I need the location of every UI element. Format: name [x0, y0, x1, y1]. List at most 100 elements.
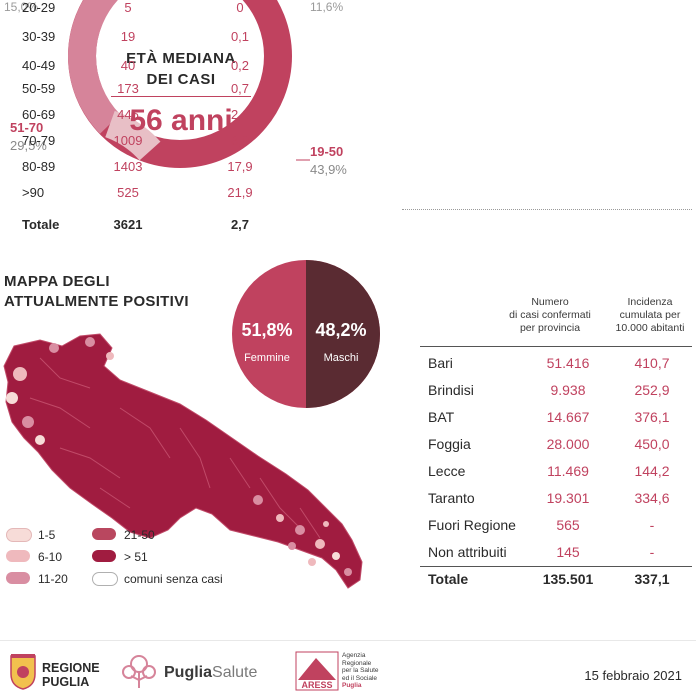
province-cases: 9.938: [550, 382, 586, 398]
table-row: Bari 51.416 410,7: [420, 355, 692, 381]
puglia-map: [3, 333, 363, 589]
province-cases: 28.000: [546, 436, 590, 452]
map-title-line-1: MAPPA DEGLI: [4, 273, 110, 290]
table-divider: [402, 209, 692, 210]
segment-19-50-group: 19-50: [310, 144, 344, 159]
province-header-rate: Incidenza cumulata per 10.000 abitanti: [604, 296, 696, 335]
puglia-region-shape: [3, 333, 363, 589]
table-total-row: Totale 135.501 337,1: [420, 571, 692, 597]
aress-logo-icon: ARESS: [295, 651, 339, 691]
age-rate: 8,9: [230, 133, 250, 148]
province-rate: 252,9: [634, 382, 670, 398]
legend-swatch: [92, 572, 118, 586]
map-light-districts: [6, 337, 352, 576]
legend-label: comuni senza casi: [124, 572, 223, 586]
female-percent: 51,8%: [241, 320, 293, 340]
age-rate: 0,7: [230, 81, 250, 96]
table-row: Lecce 11.469 144,2: [420, 463, 692, 489]
segment-label-dark: 11,6%: [310, 0, 343, 14]
table-row: Fuori Regione 565 -: [420, 517, 692, 543]
header-line: per provincia: [519, 322, 581, 334]
legend-label: 11-20: [38, 572, 68, 586]
logo-line: PUGLIA: [42, 675, 90, 689]
legend-label: 1-5: [38, 528, 56, 542]
table-row: 80-89 1403 17,9: [0, 159, 290, 181]
province-cases: 14.667: [546, 409, 590, 425]
province-cases: 51.416: [546, 355, 590, 371]
age-rate: 17,9: [227, 159, 253, 174]
table-divider: [420, 346, 692, 347]
legend-swatch: [6, 572, 30, 584]
province-rate: 334,6: [634, 490, 670, 506]
legend-swatch: [92, 550, 116, 562]
publication-date: 15 febbraio 2021: [584, 668, 682, 683]
total-rate: 337,1: [634, 571, 670, 587]
segment-51-70-percent: 29,5%: [10, 138, 47, 153]
map-title-line-2: ATTUALMENTE POSITIVI: [4, 293, 189, 310]
aress-line: per la Salute: [342, 667, 379, 674]
age-cases: 525: [117, 185, 139, 200]
age-cases: 446: [117, 107, 139, 122]
aress-line: Agenzia: [342, 652, 366, 659]
table-row: Taranto 19.301 334,6: [420, 490, 692, 516]
footer-divider: [0, 640, 696, 641]
aress-logo-lettering: ARESS: [301, 680, 332, 690]
median-age-value: 56 anni: [129, 104, 233, 137]
age-rate: 0,2: [230, 58, 250, 73]
table-row: 40-49 40 0,2: [0, 58, 290, 80]
province-rate: -: [649, 517, 655, 533]
age-range: 40-49: [22, 58, 56, 73]
total-label: Totale: [428, 571, 469, 587]
aress-line: Puglia: [342, 682, 362, 689]
table-divider: [420, 566, 692, 567]
age-cases: 173: [117, 81, 139, 96]
table-total-row: Totale 3621 2,7: [0, 217, 290, 239]
header-line: Incidenza: [627, 296, 673, 308]
province-rate: -: [649, 544, 655, 560]
province-rate: 450,0: [634, 436, 670, 452]
age-range: >90: [22, 185, 45, 200]
donut-segment-51-70: [67, 0, 121, 134]
table-row: 60-69 446 2,6: [0, 107, 290, 129]
header-line: Numero: [531, 296, 569, 308]
table-row: >90 525 21,9: [0, 185, 290, 207]
header-line: cumulata per: [619, 309, 681, 321]
total-rate: 2,7: [230, 217, 250, 232]
legend-swatch: [92, 528, 116, 540]
age-cases: 40: [120, 58, 136, 73]
male-label: Maschi: [323, 352, 359, 364]
table-row: 70-79 1009 8,9: [0, 133, 290, 155]
legend-label: 21-50: [124, 528, 155, 542]
median-divider: [111, 96, 251, 97]
segment-label-pale: 15,0%: [4, 0, 38, 14]
table-row: 50-59 173 0,7: [0, 81, 290, 103]
table-row: Brindisi 9.938 252,9: [420, 382, 692, 408]
regione-puglia-logo-text: REGIONE PUGLIA: [42, 661, 100, 689]
province-header-cases: Numero di casi confermati per provincia: [500, 296, 600, 335]
male-percent: 48,2%: [315, 320, 367, 340]
age-range: 60-69: [22, 107, 56, 122]
province-name: BAT: [428, 409, 455, 425]
median-age-box: ETÀ MEDIANA DEI CASI 56 anni: [103, 48, 259, 138]
table-row: 30-39 19 0,1: [0, 29, 290, 51]
regione-puglia-crest-icon: [10, 654, 36, 690]
segment-51-70-group: 51-70: [10, 120, 44, 135]
pie-slice-male: [306, 260, 380, 408]
age-rate: 0: [236, 0, 244, 15]
province-rate: 144,2: [634, 463, 670, 479]
table-row: Foggia 28.000 450,0: [420, 436, 692, 462]
province-cases: 145: [556, 544, 580, 560]
province-rate: 410,7: [634, 355, 670, 371]
province-name: Bari: [428, 355, 453, 371]
segment-19-50-leader: [296, 159, 310, 161]
province-name: Lecce: [428, 463, 466, 479]
total-cases: 135.501: [542, 571, 594, 587]
legend-label: 6-10: [38, 550, 63, 564]
map-district-lines: [29, 357, 321, 539]
donut-segment-light: [104, 110, 161, 161]
age-rate: 2,6: [230, 107, 250, 122]
logo-word: Puglia: [164, 664, 213, 681]
total-cases: 3621: [113, 217, 143, 232]
aress-line: Regionale: [342, 659, 372, 667]
segment-label-51-70: 51-70 29,5%: [10, 119, 47, 155]
